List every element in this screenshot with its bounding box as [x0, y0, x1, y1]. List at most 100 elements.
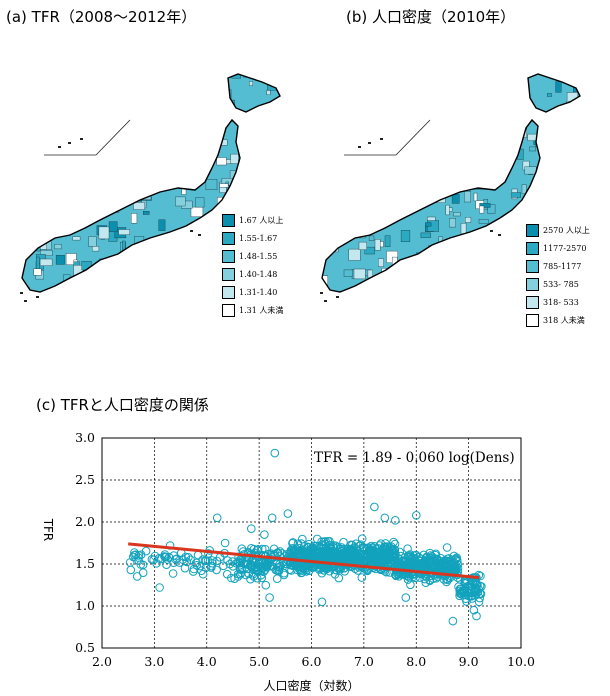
map-b: [300, 60, 600, 330]
data-point: [451, 554, 461, 564]
data-point: [184, 553, 193, 562]
data-point: [317, 597, 327, 607]
data-point: [246, 574, 255, 584]
data-point: [391, 550, 400, 559]
legend-a-item: 1.67 人以上: [222, 212, 283, 228]
y-axis-label: TFR: [41, 518, 55, 542]
data-point: [367, 555, 377, 564]
legend-a-label: 1.67 人以上: [239, 215, 284, 225]
data-point: [432, 554, 442, 564]
data-point: [380, 513, 390, 523]
data-point: [272, 559, 282, 569]
x-tick-label: 6.0: [302, 654, 322, 669]
legend-a-item: 1.55-1.67: [222, 230, 283, 246]
data-point: [403, 575, 413, 584]
data-point: [377, 552, 387, 561]
legend-a-label: 1.31 人未満: [239, 305, 284, 315]
data-point: [189, 567, 198, 576]
data-point: [474, 584, 483, 594]
x-tick-label: 10.0: [507, 654, 535, 669]
legend-b-item: 1177-2570: [526, 240, 590, 256]
legend-b-label: 1177-2570: [543, 243, 587, 253]
data-point: [319, 537, 329, 546]
data-point: [253, 567, 263, 576]
data-point: [271, 565, 281, 575]
data-point: [265, 593, 274, 602]
data-point: [422, 552, 432, 562]
legend-a-swatch: [222, 267, 235, 281]
data-point: [286, 546, 296, 555]
x-axis-label: 人口密度（対数）: [263, 678, 359, 693]
data-point: [225, 559, 235, 569]
map-a: [0, 60, 300, 330]
data-point: [433, 556, 443, 565]
panel-b-title: (b) 人口密度（2010年）: [346, 8, 516, 26]
data-point: [257, 544, 267, 554]
data-point: [248, 565, 258, 574]
data-point: [272, 574, 282, 583]
data-point: [416, 554, 426, 564]
legend-b-swatch: [526, 241, 539, 255]
x-tick-label: 7.0: [354, 654, 374, 669]
legend-b-label: 2570 人以上: [543, 225, 590, 235]
y-tick-label: 2.5: [75, 472, 95, 487]
data-point: [178, 555, 187, 564]
fit-line: [128, 542, 480, 580]
x-tick-label: 2.0: [92, 654, 112, 669]
data-point: [432, 559, 441, 569]
data-point: [132, 572, 142, 581]
data-point: [220, 538, 230, 548]
data-point: [263, 560, 273, 569]
data-point: [406, 555, 415, 565]
data-point: [130, 550, 139, 560]
data-point: [260, 530, 269, 539]
legend-b-swatch: [526, 223, 539, 237]
data-point: [376, 539, 386, 548]
data-point: [247, 560, 256, 570]
data-point: [125, 558, 135, 567]
data-point: [373, 544, 383, 553]
data-point: [357, 534, 367, 543]
data-point: [180, 563, 190, 573]
legend-b-item: 785-1177: [526, 258, 590, 274]
y-tick-label: 2.0: [75, 514, 95, 529]
data-point: [297, 546, 307, 555]
data-point: [450, 561, 460, 570]
data-point: [162, 560, 171, 569]
data-point: [270, 448, 280, 458]
data-point: [279, 570, 289, 580]
legend-b-swatch: [526, 295, 539, 309]
regression-equation: TFR = 1.89 - 0.060 log(Dens): [314, 450, 515, 466]
data-point: [446, 559, 455, 569]
data-point: [387, 542, 396, 551]
legend-a-item: 1.31 人未満: [222, 302, 283, 318]
data-point: [357, 573, 367, 582]
legend-a-label: 1.31-1.40: [239, 287, 278, 297]
data-point: [161, 552, 171, 562]
legend-a-item: 1.31-1.40: [222, 284, 283, 300]
data-point: [421, 578, 431, 587]
legend-b-item: 2570 人以上: [526, 222, 590, 238]
data-point: [323, 537, 333, 546]
data-point: [296, 539, 306, 548]
data-point: [235, 558, 245, 568]
legend-a: 1.67 人以上 1.55-1.67 1.48-1.55 1.40-1.48 1.31-…: [222, 212, 283, 320]
data-point: [464, 588, 473, 598]
data-point: [464, 591, 473, 601]
data-point: [260, 544, 270, 554]
data-point: [391, 570, 400, 580]
data-point: [252, 566, 261, 575]
data-point: [334, 573, 344, 583]
data-point: [331, 565, 341, 575]
data-point: [472, 580, 481, 590]
data-point: [147, 555, 157, 564]
data-point: [458, 587, 467, 597]
data-point: [401, 593, 411, 602]
x-tick-label: 8.0: [406, 654, 426, 669]
data-point: [212, 513, 222, 523]
legend-a-item: 1.48-1.55: [222, 248, 283, 264]
data-point: [321, 550, 330, 560]
data-point: [347, 546, 357, 556]
y-tick-label: 1.0: [75, 598, 95, 613]
x-tick-label: 4.0: [197, 654, 217, 669]
